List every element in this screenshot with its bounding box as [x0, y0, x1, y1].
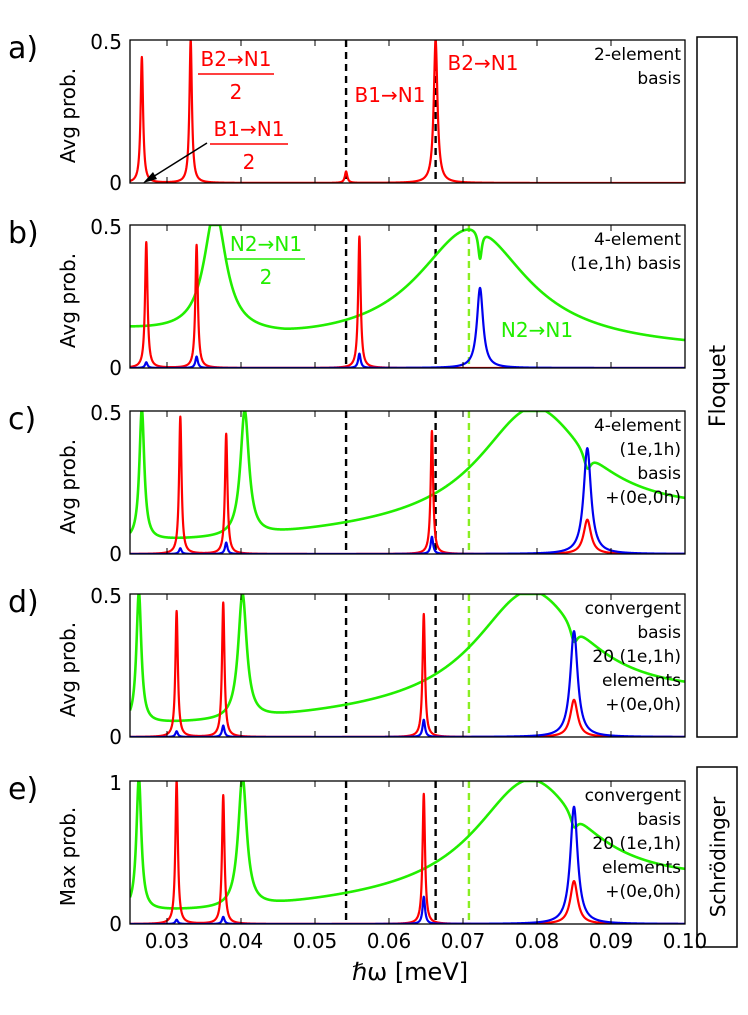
basis-label: basis	[637, 810, 681, 830]
basis-label: 20 (1e,1h)	[592, 834, 681, 854]
basis-label: 4-element	[594, 230, 681, 250]
y-axis-label: Avg prob.	[56, 253, 80, 348]
basis-label: basis	[637, 464, 681, 484]
x-axis-labels: 0.03 0.04 0.05 0.06 0.07 0.08 0.09 0.10	[145, 929, 708, 953]
y-tick-label: 0.5	[90, 401, 122, 425]
basis-label: +(0e,0h)	[605, 488, 681, 508]
y-axis-label: Avg prob.	[56, 439, 80, 534]
x-axis-label: ℏω [meV]	[352, 958, 468, 986]
basis-label: convergent	[585, 786, 682, 806]
panel-b: 0 0.5 b) Avg prob. 4-element (1e,1h) basis N2→…	[8, 215, 686, 380]
basis-label: +(0e,0h)	[605, 882, 681, 902]
floquet-label: Floquet	[706, 344, 731, 427]
x-tick-label: 0.07	[441, 929, 486, 953]
x-tick-label: 0.08	[515, 929, 560, 953]
schrodinger-label: Schrödinger	[706, 796, 730, 917]
y-tick-label: 0	[109, 542, 122, 566]
axes-frame	[129, 224, 686, 369]
panel-label: e)	[8, 772, 38, 807]
basis-label: elements	[602, 858, 681, 878]
series-blue	[130, 286, 685, 368]
basis-label: 20 (1e,1h)	[592, 647, 681, 667]
y-tick-label: 0.5	[90, 30, 122, 54]
x-tick-label: 0.06	[367, 929, 412, 953]
annotation-denominator: 2	[243, 150, 256, 174]
basis-label: 4-element	[594, 416, 681, 436]
basis-label: +(0e,0h)	[605, 695, 681, 715]
series-blue	[130, 447, 685, 554]
annotation-text: B2→N1	[448, 51, 519, 75]
annotation-text: B1→N1	[214, 117, 285, 141]
axes-frame	[129, 780, 686, 925]
y-tick-label: 0.5	[90, 584, 122, 608]
basis-label: basis	[637, 69, 681, 89]
panel-c: 0 0.5 c) Avg prob. 4-element (1e,1h) basis +(0e…	[8, 401, 686, 566]
panel-label: d)	[8, 585, 39, 620]
schrodinger-box: Schrödinger	[696, 766, 738, 948]
y-tick-label: 0	[109, 912, 122, 936]
panel-label: b)	[8, 216, 39, 251]
y-axis-label: Max prob.	[56, 807, 80, 906]
basis-label: 2-element	[594, 45, 681, 65]
y-axis-label: Avg prob.	[56, 622, 80, 717]
axes-frame	[129, 593, 686, 738]
basis-label: (1e,1h) basis	[570, 254, 681, 274]
annotation-text: N2→N1	[501, 318, 573, 342]
floquet-box: Floquet	[696, 36, 738, 738]
x-tick-label: 0.05	[293, 929, 338, 953]
series-green	[130, 225, 685, 342]
panel-d: 0 0.5 d) Avg prob. convergent basis 20 (1e,1h)…	[8, 584, 686, 749]
annotation-denominator: 2	[260, 265, 273, 289]
series-green	[130, 781, 685, 910]
annotation-denominator: 2	[230, 80, 243, 104]
panel-label: c)	[8, 402, 36, 437]
panel-a: 0 0.5 a) Avg prob. 2-element basis B2→N1 2 B1→N1…	[8, 30, 686, 195]
y-tick-label: 0	[109, 356, 122, 380]
panel-label: a)	[8, 31, 38, 66]
x-tick-label: 0.10	[663, 929, 708, 953]
x-tick-label: 0.04	[219, 929, 264, 953]
basis-label: (1e,1h)	[619, 440, 681, 460]
annotation-arrow	[147, 142, 208, 181]
x-tick-label: 0.09	[589, 929, 634, 953]
axes-frame	[129, 410, 686, 555]
y-tick-label: 1	[109, 771, 122, 795]
y-tick-label: 0	[109, 725, 122, 749]
basis-label: convergent	[585, 599, 682, 619]
arrow-head	[143, 172, 157, 183]
annotation-text: N2→N1	[230, 232, 302, 256]
basis-label: elements	[602, 671, 681, 691]
x-tick-label: 0.03	[145, 929, 190, 953]
y-tick-label: 0.5	[90, 215, 122, 239]
axes-frame	[129, 39, 686, 184]
annotation-text: B1→N1	[355, 83, 426, 107]
panel-e: 0 1 e) Max prob. convergent basis 20 (1e,1h) el…	[8, 771, 686, 936]
y-axis-label: Avg prob.	[56, 68, 80, 163]
series-green	[130, 594, 685, 723]
annotation-text: B2→N1	[201, 47, 272, 71]
y-tick-label: 0	[109, 171, 122, 195]
basis-label: basis	[637, 623, 681, 643]
